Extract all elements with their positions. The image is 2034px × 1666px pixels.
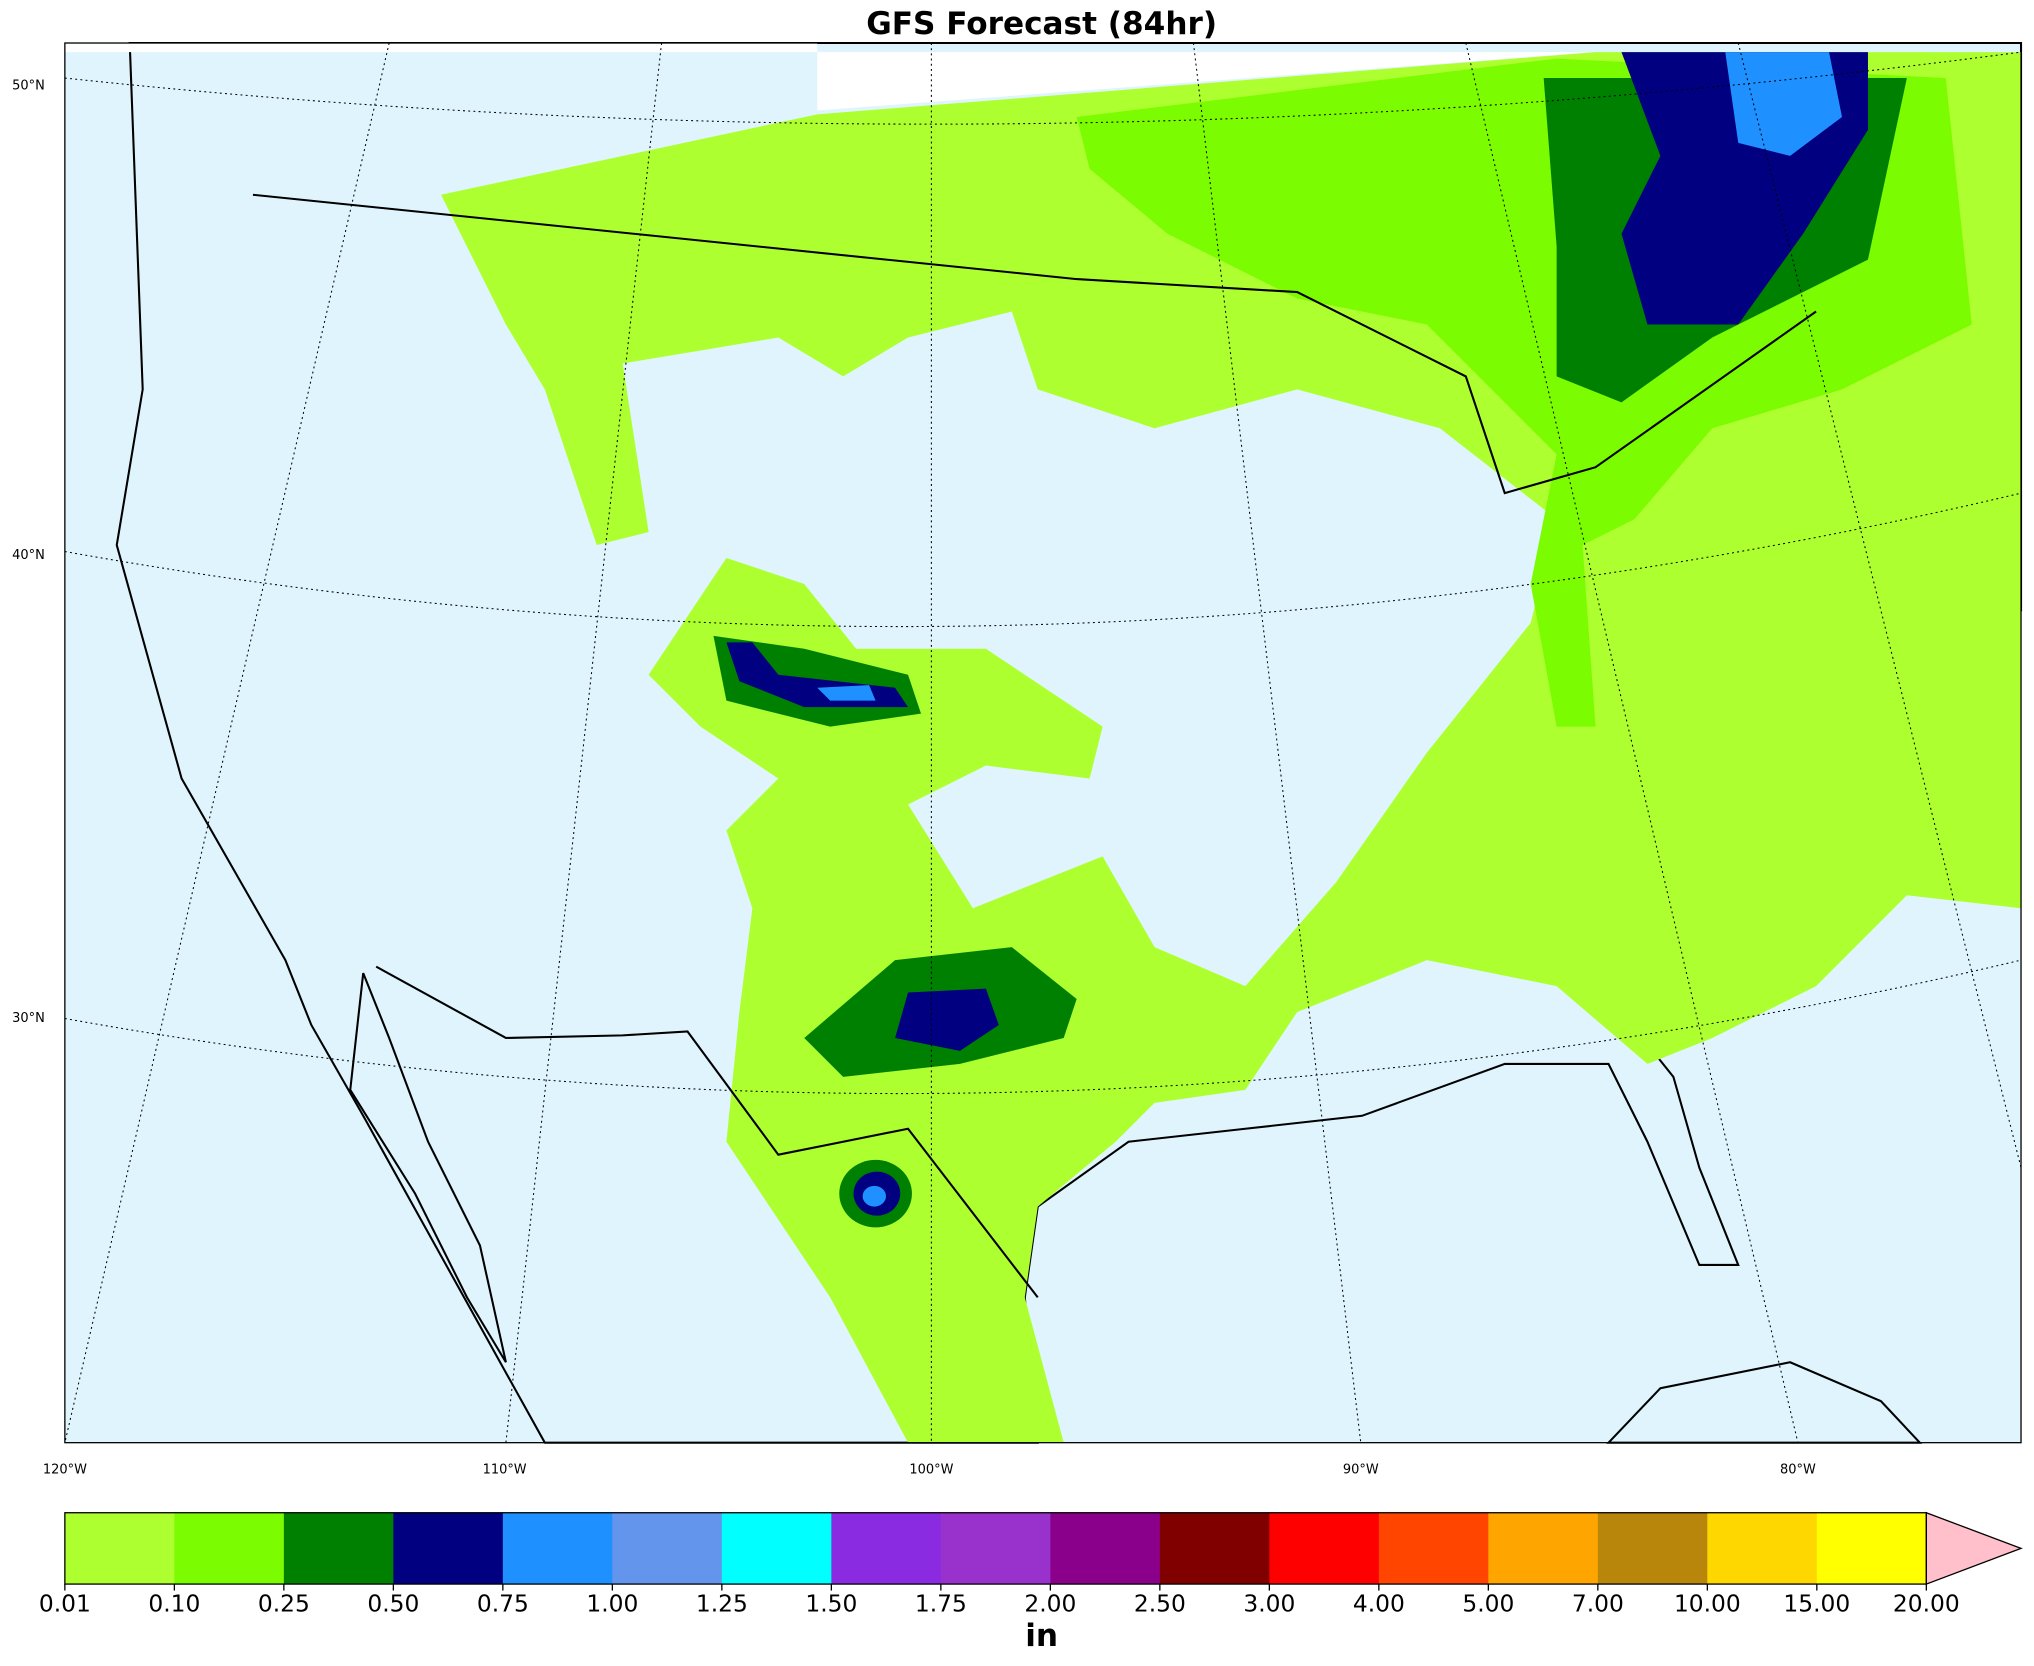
colorbar-bin <box>1269 1512 1380 1585</box>
colorbar-tick-label: 0.50 <box>367 1589 419 1617</box>
precip-tx-navy <box>895 988 999 1051</box>
colorbar-tick-label: 10.00 <box>1674 1589 1741 1617</box>
graticule <box>64 42 2022 1443</box>
colorbar-frame <box>64 1512 1927 1585</box>
colorbar-bin <box>1378 1512 1489 1585</box>
lon-label: 90°W <box>1343 1462 1379 1477</box>
colorbar-bin <box>174 1512 285 1585</box>
map-area <box>64 41 2023 1444</box>
map-frame <box>64 42 2022 1444</box>
lon-label: 80°W <box>1780 1462 1816 1477</box>
colorbar-tick-label: 5.00 <box>1462 1589 1514 1617</box>
colorbar-tick-label: 0.75 <box>477 1589 529 1617</box>
colorbar-bin <box>1050 1512 1161 1585</box>
lon-label: 120°W <box>43 1462 87 1477</box>
colorbar-bin <box>721 1512 832 1585</box>
colorbar-tick-label: 1.50 <box>805 1589 857 1617</box>
colorbar-tick-label: 7.00 <box>1572 1589 1624 1617</box>
colorbar-unit: in <box>1025 1618 1058 1654</box>
precip-0.75 <box>1725 52 1843 156</box>
colorbar-bin <box>393 1512 504 1585</box>
colorbar-bin <box>1597 1512 1708 1585</box>
colorbar-tick-label: 20.00 <box>1893 1589 1960 1617</box>
colorbar-tick-label: 1.00 <box>586 1589 638 1617</box>
precip <box>441 52 2022 1443</box>
precip-mx-blue <box>862 1185 886 1207</box>
baja <box>349 972 507 1363</box>
colorbar-tick-label: 0.01 <box>39 1589 91 1617</box>
colorbar-tick-label: 3.00 <box>1243 1589 1295 1617</box>
colorbar-bin <box>1159 1512 1270 1585</box>
colorbar-bin <box>283 1512 395 1585</box>
colorbar-bin <box>1707 1512 1818 1585</box>
colorbar-tick-label: 1.25 <box>696 1589 748 1617</box>
colorbar-bin <box>1816 1512 1927 1585</box>
colorbar-tick-label: 4.00 <box>1353 1589 1405 1617</box>
colorbar-bin <box>612 1512 723 1585</box>
precip-co-blue <box>817 685 876 701</box>
title: GFS Forecast (84hr) <box>866 6 1217 42</box>
border-canada <box>252 193 1817 495</box>
colorbar-tick-label: 1.75 <box>915 1589 967 1617</box>
colorbar-tick-label: 0.25 <box>258 1589 310 1617</box>
colorbar-bin <box>502 1512 614 1585</box>
lon-label: 100°W <box>909 1462 953 1477</box>
colorbar-bin <box>1488 1512 1599 1585</box>
colorbar-tick-label: 2.00 <box>1024 1589 1076 1617</box>
colorbar-tick-label: 15.00 <box>1783 1589 1850 1617</box>
outside-domain <box>64 43 1596 111</box>
colorbar-bin <box>940 1512 1051 1585</box>
lon-label: 110°W <box>483 1462 527 1477</box>
colorbar-tick-label: 0.10 <box>148 1589 200 1617</box>
colorbar-bin <box>831 1512 942 1585</box>
lat-label: 30°N <box>12 1011 45 1026</box>
colorbar-extend <box>1925 1511 2023 1586</box>
border-mexico <box>375 965 1039 1299</box>
lat-label: 40°N <box>12 548 45 563</box>
lat-label: 50°N <box>12 78 45 93</box>
colorbar-tick-label: 2.50 <box>1134 1589 1186 1617</box>
colorbar-bin <box>64 1512 176 1585</box>
